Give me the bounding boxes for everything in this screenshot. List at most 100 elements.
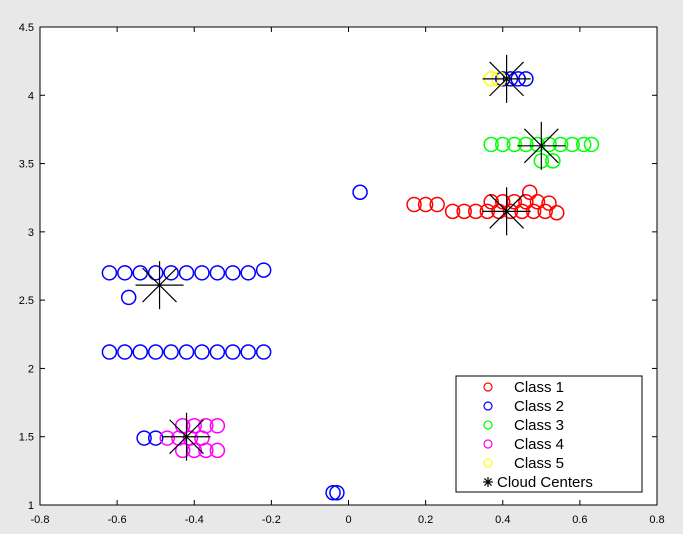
data-point [506,194,523,210]
asterisk-stroke [484,478,492,486]
data-point [255,262,272,278]
data-point [178,344,195,360]
data-point [120,289,137,306]
tick-marks [39,26,658,506]
data-point [518,136,534,153]
data-point [545,153,561,169]
asterisk-stroke [489,61,525,97]
data-point [495,194,511,210]
y-axis: 1 1.5 2 2.5 3 3.5 4 4.5 [19,22,34,512]
data-point [529,194,546,210]
data-point [209,442,226,459]
data-point [136,430,152,446]
data-point [483,194,499,210]
asterisk-stroke [489,193,525,229]
legend-box [455,375,643,493]
cloud-center-marker [482,54,531,103]
data-point [521,184,538,201]
data-point [255,344,272,360]
y-tick-label: 4.5 [19,22,34,34]
data-point [564,136,580,153]
x-tick-label: 0 [345,514,351,526]
data-point [225,344,241,360]
data-point [417,196,434,213]
data-point [209,344,226,360]
y-tick-label: 3.5 [19,159,34,171]
x-tick-label: -0.2 [262,514,281,526]
cloud-center-marker [135,261,184,310]
asterisk-stroke [142,267,177,303]
legend-label-class-2: Class 2 [514,398,564,415]
data-point [329,484,345,501]
y-tick-label: 3 [28,227,34,239]
data-point [101,344,118,360]
data-point [174,442,191,459]
data-point [240,265,256,281]
data-point [325,484,341,501]
data-point [506,136,523,153]
series-class-3 [483,136,600,169]
data-point [209,265,226,281]
series-cloud-centers [135,54,566,461]
data-point [575,136,592,153]
data-point [541,195,557,211]
legend-label-class-5: Class 5 [514,455,564,472]
y-tick-label: 4 [28,90,34,102]
legend-marker [483,382,493,392]
legend-label-class-1: Class 1 [514,379,564,396]
legend-label-class-4: Class 4 [514,436,564,453]
x-tick-label: 0.8 [649,514,664,526]
x-axis: -0.8 -0.6 -0.4 -0.2 0 0.2 0.4 0.6 0.8 [31,514,665,526]
y-tick-label: 1 [28,500,34,512]
data-point [518,194,534,210]
data-point [483,136,499,153]
legend: Class 1 Class 2 Class 3 Class 4 Class 5 … [455,375,643,493]
data-point [159,430,176,446]
x-tick-label: -0.8 [31,514,50,526]
x-tick-label: -0.6 [108,514,127,526]
data-point [548,204,565,221]
data-point [583,136,600,153]
data-point [240,344,256,360]
data-point [552,136,569,153]
data-point [147,344,164,360]
data-point [194,265,210,281]
data-point [198,442,214,459]
x-tick-label: 0.4 [495,514,510,526]
legend-marker [483,439,493,449]
data-point [101,265,118,281]
legend-marker [483,420,493,430]
x-tick-label: -0.4 [185,514,204,526]
data-point [194,344,210,360]
data-point [529,136,546,153]
cloud-center-marker [482,187,531,236]
data-point [198,418,214,434]
data-point [117,344,133,360]
data-point [178,265,195,281]
x-tick-label: 0.6 [572,514,587,526]
x-tick-label: 0.2 [418,514,433,526]
y-tick-label: 2 [28,363,34,375]
data-point [117,265,133,281]
y-tick-label: 2.5 [19,295,34,307]
data-marks [101,54,600,501]
legend-marker [483,477,493,487]
data-point [163,344,179,360]
data-point [352,184,368,201]
legend-label-class-3: Class 3 [514,417,564,434]
data-point [444,203,461,220]
y-tick-label: 1.5 [19,432,34,444]
data-point [209,418,226,434]
legend-marker [483,401,493,411]
data-point [456,203,472,220]
data-point [147,430,164,446]
data-point [537,203,553,220]
legend-label-cloud-centers: Cloud Centers [497,474,593,491]
data-point [132,344,149,360]
data-point [186,418,202,434]
cloud-center-marker [517,121,566,170]
legend-marker [483,458,493,468]
data-point [495,136,511,153]
